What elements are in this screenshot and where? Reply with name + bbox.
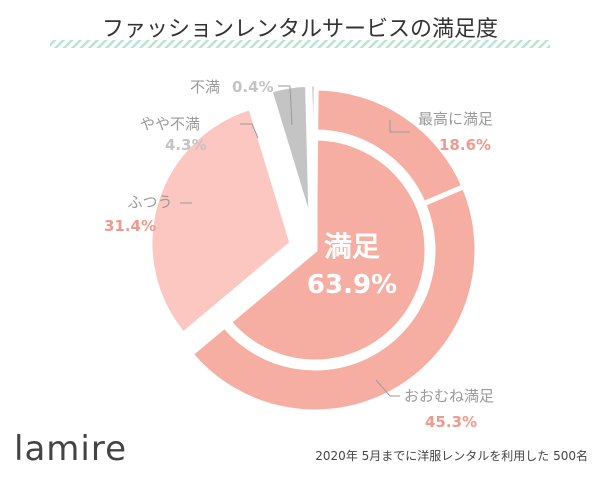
leader-dissatisfied — [278, 85, 293, 126]
leader-slightly-dissatisfied — [240, 123, 259, 139]
slice-satisfied-inner — [226, 135, 430, 365]
slice-neutral — [147, 104, 295, 337]
label-dissatisfied: 不満 0.4% — [190, 78, 274, 96]
label-slightly-dissatisfied-value: 4.3% — [165, 136, 207, 154]
chart-title: ファッションレンタルサービスの満足度 — [102, 17, 498, 42]
label-dissatisfied-value: 0.4% — [232, 78, 274, 96]
label-mostly-satisfied-name: おおむね満足 — [404, 387, 494, 405]
label-neutral-name: ふつう — [127, 193, 172, 211]
label-neutral-value: 31.4% — [104, 217, 156, 235]
slice-mostly-satisfied — [188, 184, 480, 415]
leader-lines — [180, 85, 410, 397]
brand-logo: lamire — [14, 429, 127, 469]
label-slightly-dissatisfied-name: やや不満 — [140, 115, 200, 133]
satisfied-group-label: 満足 63.9% — [307, 230, 397, 300]
label-mostly-satisfied-value: 45.3% — [425, 413, 477, 431]
pie-slices — [147, 81, 480, 415]
satisfied-group-name: 満足 — [324, 230, 380, 263]
slice-dissatisfied — [307, 81, 319, 229]
label-very-satisfied: 最高に満足 18.6% — [418, 110, 493, 154]
label-very-satisfied-value: 18.6% — [439, 136, 491, 154]
footnote: 2020年 5月までに洋服レンタルを利用した 500名 — [315, 448, 588, 463]
leader-very-satisfied — [389, 120, 410, 133]
label-slightly-dissatisfied: やや不満 4.3% — [140, 115, 207, 154]
label-mostly-satisfied: おおむね満足 45.3% — [404, 387, 494, 431]
leader-mostly-satisfied — [375, 379, 400, 397]
label-dissatisfied-name: 不満 — [190, 78, 220, 96]
satisfied-group-value: 63.9% — [307, 270, 397, 300]
chart-title-group: ファッションレンタルサービスの満足度 — [50, 17, 550, 48]
title-underline-stripe — [50, 40, 550, 48]
label-very-satisfied-name: 最高に満足 — [418, 110, 493, 128]
label-neutral: ふつう 31.4% — [104, 193, 173, 235]
